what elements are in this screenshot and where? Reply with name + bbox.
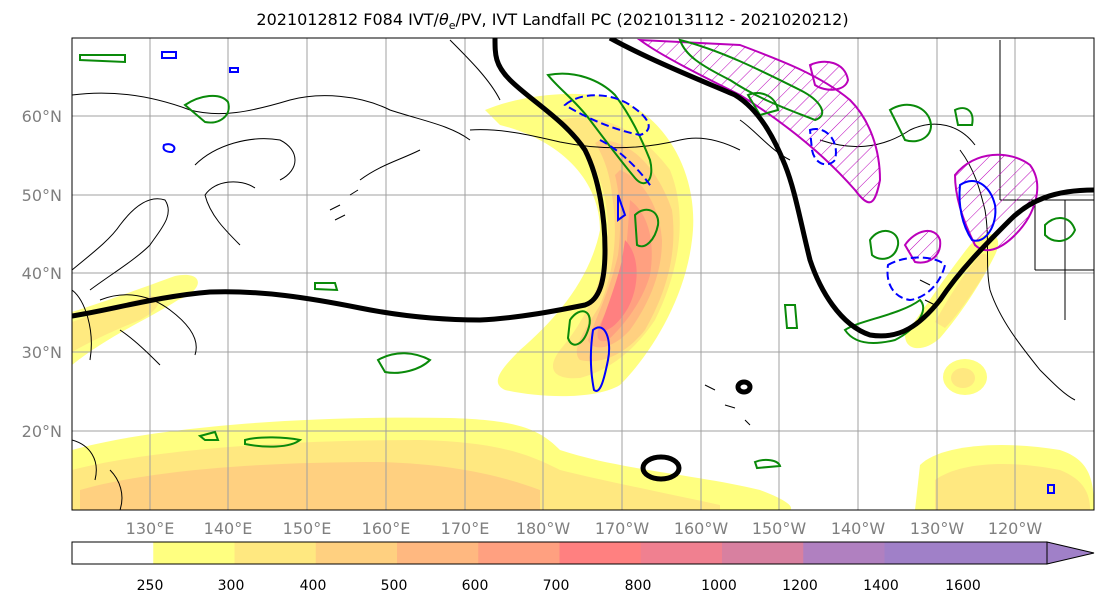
colorbar-extend-arrow xyxy=(1046,541,1095,565)
title-theta: θ xyxy=(438,10,449,29)
map-title: 2021012812 F084 IVT/θe/PV, IVT Landfall … xyxy=(0,10,1105,32)
colorbar-cell xyxy=(884,542,967,564)
colorbar-label: 1000 xyxy=(701,578,737,594)
colorbar: 250 300 400 500 600 700 800 1000 1200 14… xyxy=(71,541,1095,594)
colorbar-cell xyxy=(397,542,479,564)
title-prefix: 2021012812 F084 IVT/ xyxy=(256,10,439,29)
lon-label: 120°W xyxy=(988,519,1043,538)
lon-label: 150°E xyxy=(283,519,332,538)
theta-e-contour xyxy=(72,38,1094,482)
longitude-labels: 130°E 140°E 150°E 160°E 170°E 180°W 170°… xyxy=(126,519,1043,538)
colorbar-label: 400 xyxy=(300,578,327,594)
lat-label: 40°N xyxy=(22,264,62,283)
lat-label: 20°N xyxy=(22,422,62,441)
latitude-labels: 60°N 50°N 40°N 30°N 20°N xyxy=(22,107,62,441)
colorbar-cell xyxy=(315,542,398,564)
pv-negative-contours xyxy=(161,51,1055,494)
colorbar-labels: 250 300 400 500 600 700 800 1000 1200 14… xyxy=(137,578,981,594)
lon-label: 140°E xyxy=(204,519,253,538)
lon-label: 180°W xyxy=(516,519,571,538)
colorbar-label: 1600 xyxy=(945,578,981,594)
landfall-pc-contours xyxy=(636,38,1039,264)
colorbar-cell xyxy=(559,542,642,564)
lat-label: 50°N xyxy=(22,186,62,205)
lat-label: 60°N xyxy=(22,107,62,126)
title-subscript: e xyxy=(448,19,456,33)
lat-label: 30°N xyxy=(22,343,62,362)
colorbar-label: 800 xyxy=(625,578,652,594)
lon-label: 150°W xyxy=(752,519,807,538)
colorbar-label: 600 xyxy=(462,578,489,594)
colorbar-label: 1200 xyxy=(782,578,818,594)
lon-label: 130°E xyxy=(126,519,175,538)
lon-label: 160°W xyxy=(674,519,729,538)
colorbar-label: 1400 xyxy=(863,578,899,594)
colorbar-label: 700 xyxy=(543,578,570,594)
colorbar-cell xyxy=(640,542,723,564)
map-panel xyxy=(72,38,1094,510)
lon-label: 160°E xyxy=(362,519,411,538)
colorbar-cell xyxy=(72,542,154,564)
colorbar-cells xyxy=(72,542,1047,564)
map-frame xyxy=(71,37,1095,511)
colorbar-label: 300 xyxy=(218,578,245,594)
colorbar-cell xyxy=(478,542,560,564)
lon-label: 170°W xyxy=(595,519,650,538)
lon-label: 140°W xyxy=(831,519,886,538)
title-suffix: /PV, IVT Landfall PC (2021013112 - 20210… xyxy=(455,10,849,29)
pv-contours xyxy=(79,38,1077,470)
lon-label: 130°W xyxy=(910,519,965,538)
colorbar-cell xyxy=(234,542,317,564)
colorbar-cell xyxy=(803,542,885,564)
colorbar-cell xyxy=(965,542,1047,564)
colorbar-label: 500 xyxy=(381,578,408,594)
colorbar-cell xyxy=(722,542,804,564)
colorbar-label: 250 xyxy=(137,578,164,594)
colorbar-cell xyxy=(153,542,235,564)
lon-label: 170°E xyxy=(441,519,490,538)
